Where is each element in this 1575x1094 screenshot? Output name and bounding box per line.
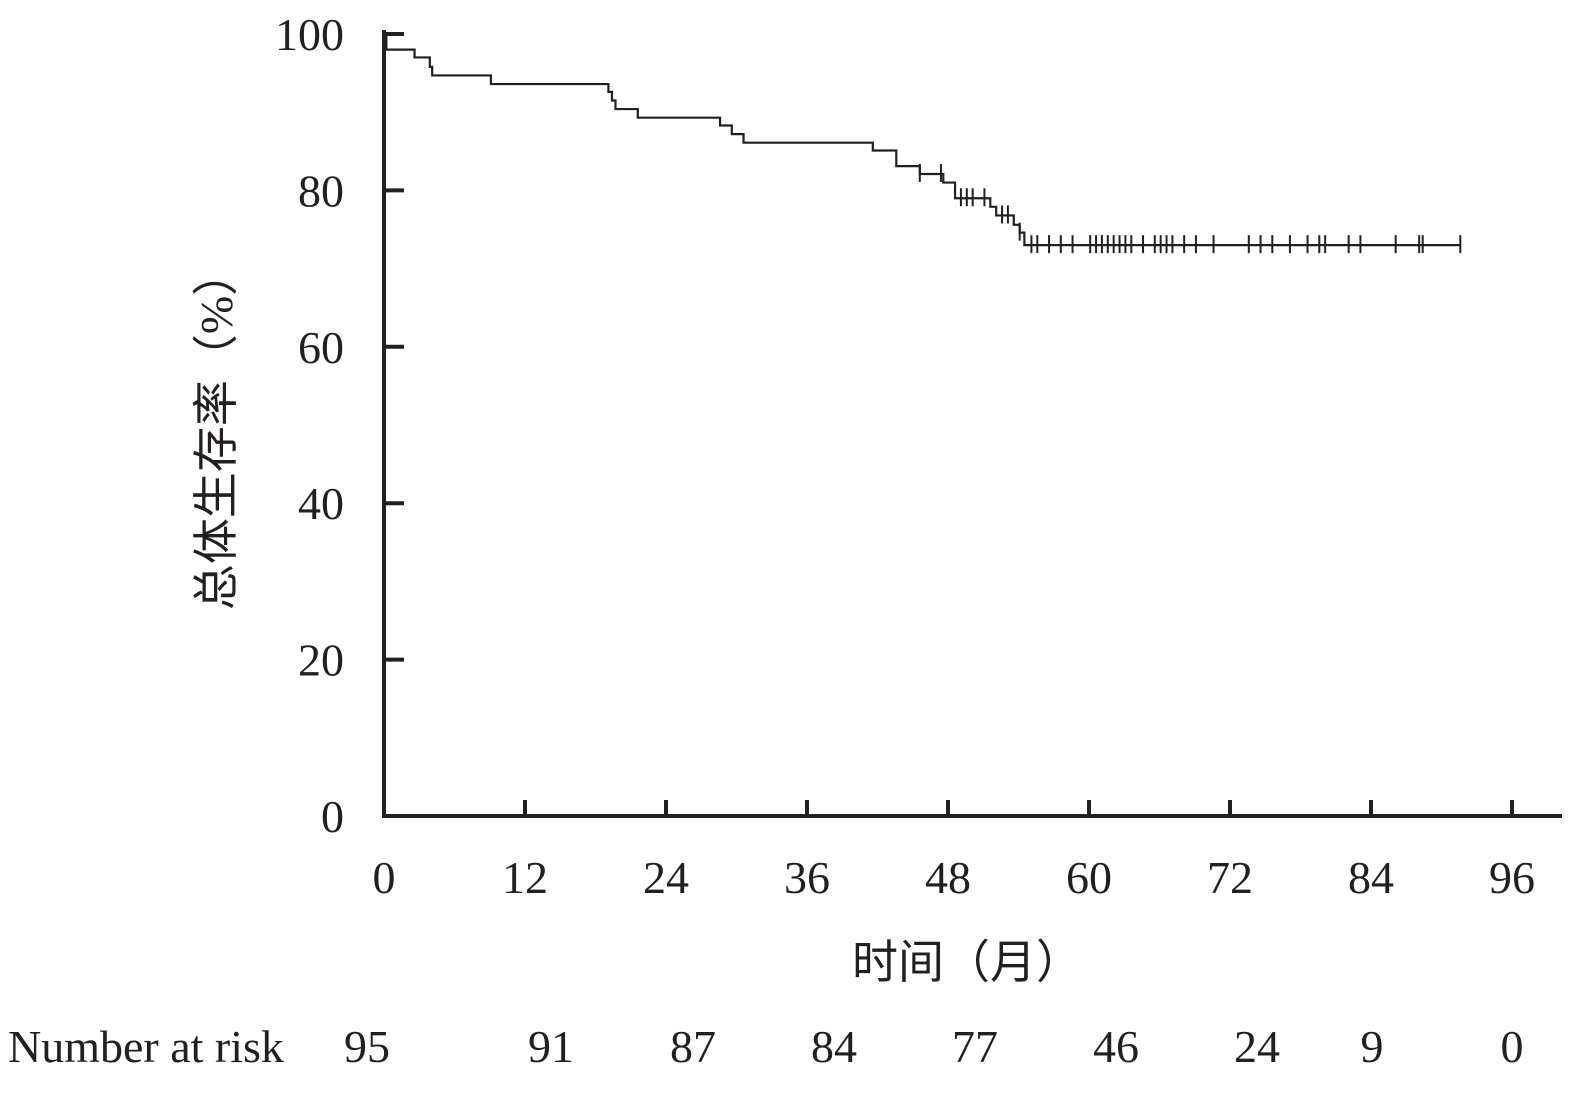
risk-count: 24 (1234, 1021, 1280, 1072)
x-tick-label: 12 (502, 852, 548, 903)
survival-curve-group (384, 32, 1461, 247)
y-tick-label: 80 (298, 165, 344, 216)
x-tick-label: 0 (373, 852, 396, 903)
y-tick-label: 100 (275, 9, 344, 60)
y-tick-label: 40 (298, 478, 344, 529)
x-tick-label: 48 (925, 852, 971, 903)
x-tick-label: 60 (1066, 852, 1112, 903)
y-tick-label: 60 (298, 322, 344, 373)
y-axis-title: 总体生存率（%） (191, 250, 242, 610)
risk-count: 84 (811, 1021, 857, 1072)
x-axis-title: 时间（月） (852, 937, 1082, 988)
x-tick-label: 72 (1207, 852, 1253, 903)
risk-count: 77 (952, 1021, 998, 1072)
y-tick-label: 0 (321, 791, 344, 842)
axis-ticks: 0 12 24 36 48 60 72 84 96 0 20 40 60 80 100 (275, 9, 1535, 903)
risk-count: 87 (670, 1021, 716, 1072)
risk-table: Number at risk 95 91 87 84 77 46 24 9 0 (8, 1021, 1524, 1072)
risk-count: 95 (344, 1021, 390, 1072)
y-tick-label: 20 (298, 635, 344, 686)
survival-curve (384, 32, 1461, 247)
axes (382, 30, 1562, 818)
risk-count: 0 (1501, 1021, 1524, 1072)
risk-count: 91 (528, 1021, 574, 1072)
x-tick-label: 24 (643, 852, 689, 903)
risk-count: 46 (1093, 1021, 1139, 1072)
risk-count: 9 (1361, 1021, 1384, 1072)
x-tick-label: 36 (784, 852, 830, 903)
x-tick-label: 84 (1348, 852, 1394, 903)
x-tick-label: 96 (1489, 852, 1535, 903)
censor-marks (918, 163, 1462, 254)
risk-table-label: Number at risk (8, 1021, 284, 1072)
